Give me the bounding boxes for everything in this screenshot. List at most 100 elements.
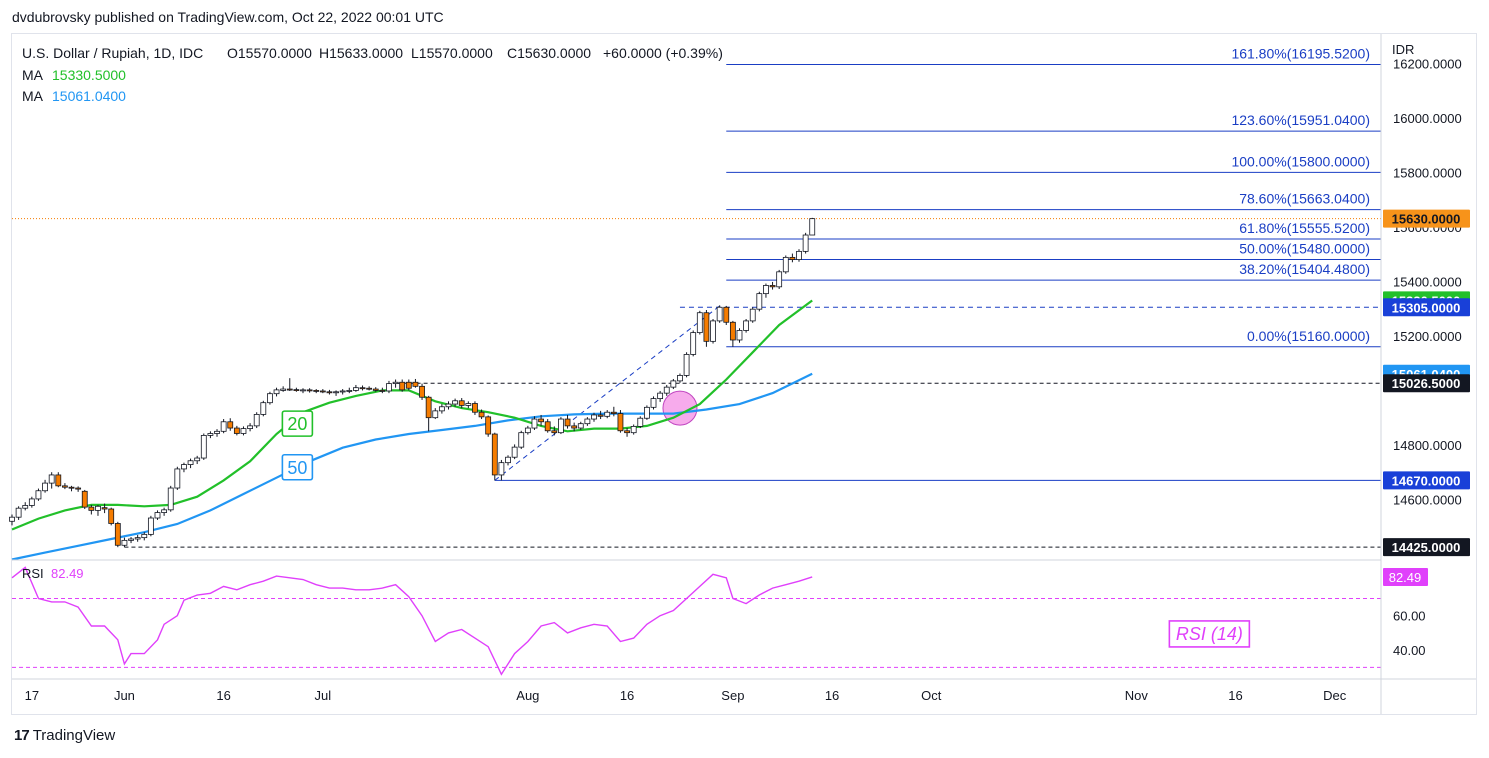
- candle-body-2: [22, 505, 29, 509]
- candle-body-108: [723, 306, 730, 323]
- candle-body-79: [531, 418, 538, 429]
- ma20-legend-value: 15330.5000: [52, 67, 126, 83]
- candle-body-82: [551, 430, 558, 434]
- candle-body-57: [386, 383, 392, 392]
- candle-body-83: [558, 418, 564, 434]
- tradingview-logo-icon: 17: [14, 727, 30, 744]
- candle-body-104: [696, 312, 703, 334]
- candle-body-113: [756, 293, 763, 310]
- candle-body-99: [663, 386, 670, 394]
- rsi-label-box: [1168, 620, 1251, 648]
- tradingview-brand[interactable]: 17 TradingView: [14, 727, 115, 744]
- ma-annotation-box-1: [281, 453, 314, 481]
- candle-body-98: [657, 392, 664, 400]
- candle-body-111: [743, 320, 750, 331]
- ma50-legend-name: MA: [22, 88, 44, 104]
- candle-body-13: [95, 505, 101, 511]
- rsi-tick-1: 40.00: [1393, 643, 1426, 658]
- price-tick-7: 14600.0000: [1393, 492, 1462, 507]
- candle-body-1: [15, 507, 22, 518]
- candle-body-103: [690, 332, 697, 355]
- candle-body-48: [326, 391, 333, 394]
- candle-body-62: [419, 385, 425, 398]
- time-tick-11: Dec: [1323, 688, 1347, 703]
- axes-layer: 16200.000016000.000015800.000015600.0000…: [12, 34, 1476, 714]
- rsi-badge-bg: [1383, 567, 1428, 586]
- symbol-line: U.S. Dollar / Rupiah, 1D, IDC: [22, 45, 203, 61]
- ohlc-close: C15630.0000: [507, 45, 591, 61]
- candle-body-97: [650, 398, 657, 408]
- price-badge-bg-0: [1383, 209, 1470, 228]
- price-tick-6: 14800.0000: [1393, 438, 1462, 453]
- candle-body-73: [491, 433, 498, 476]
- candle-body-61: [412, 381, 419, 387]
- candle-body-96: [643, 406, 650, 419]
- candle-body-115: [769, 285, 776, 288]
- ohlc-low: L15570.0000: [411, 45, 493, 61]
- candle-body-71: [478, 411, 485, 418]
- candle-body-32: [220, 421, 227, 432]
- candle-body-90: [604, 411, 611, 417]
- candle-body-120: [802, 234, 809, 252]
- candle-body-34: [233, 427, 240, 434]
- candle-body-3: [28, 498, 35, 506]
- candle-body-19: [134, 537, 141, 540]
- ohlc-high: H15633.0000: [319, 45, 403, 61]
- candle-body-85: [571, 425, 578, 429]
- candle-body-29: [200, 435, 207, 459]
- candle-body-78: [524, 427, 531, 434]
- rsi-layer: 60.00 40.00 RSI (14) 82.49: [11, 566, 1428, 676]
- price-tick-1: 16000.0000: [1393, 111, 1462, 126]
- candle-body-59: [399, 381, 406, 391]
- candle-body-24: [167, 487, 174, 511]
- candle-body-117: [782, 256, 789, 273]
- candle-body-101: [677, 375, 683, 382]
- candle-body-26: [181, 464, 187, 470]
- candle-body-10: [75, 487, 82, 490]
- candle-body-67: [452, 400, 459, 405]
- candle-body-38: [260, 402, 267, 415]
- fib-label-3: 78.60%(15663.0400): [1239, 191, 1370, 207]
- price-badge-6: 14425.0000: [1392, 540, 1461, 555]
- candle-body-51: [346, 390, 353, 392]
- candle-body-114: [763, 285, 769, 295]
- candle-body-6: [48, 474, 55, 484]
- time-tick-10: 16: [1228, 688, 1242, 703]
- candle-body-45: [306, 389, 313, 392]
- ma50-legend-value: 15061.0400: [52, 88, 126, 104]
- candle-body-75: [505, 456, 511, 464]
- price-badge-2: 15305.0000: [1392, 300, 1461, 315]
- candle-body-91: [610, 411, 617, 414]
- fib-label-7: 0.00%(15160.0000): [1247, 328, 1370, 344]
- candle-body-42: [286, 388, 293, 391]
- candle-body-66: [445, 403, 452, 408]
- candle-body-20: [141, 533, 148, 539]
- fib-label-1: 123.60%(15951.0400): [1231, 112, 1370, 128]
- levels-layer: [12, 218, 1381, 548]
- ohlc-open: O15570.0000: [227, 45, 312, 61]
- candle-body-7: [55, 474, 62, 487]
- candle-body-43: [293, 389, 300, 392]
- time-tick-9: Nov: [1125, 688, 1149, 703]
- candle-body-112: [749, 308, 756, 322]
- candle-body-94: [630, 426, 637, 434]
- candle-body-93: [624, 430, 630, 434]
- price-badge-bg-5: [1383, 471, 1470, 490]
- candle-body-118: [789, 256, 796, 260]
- candle-body-39: [267, 393, 273, 404]
- candle-body-41: [280, 388, 287, 391]
- candle-body-50: [339, 390, 346, 393]
- candle-body-11: [81, 490, 88, 508]
- ohlc-change: +60.0000 (+0.39%): [603, 45, 723, 61]
- candle-body-81: [544, 421, 551, 432]
- candle-body-63: [425, 396, 432, 419]
- candle-body-55: [372, 388, 379, 391]
- ma-annotation-box-0: [281, 410, 314, 437]
- time-tick-3: Jul: [315, 688, 332, 703]
- candle-body-4: [35, 490, 42, 500]
- candle-body-88: [591, 414, 597, 420]
- currency-label: IDR: [1392, 42, 1414, 57]
- candle-body-49: [333, 391, 339, 394]
- rsi-label: RSI (14): [1176, 624, 1243, 644]
